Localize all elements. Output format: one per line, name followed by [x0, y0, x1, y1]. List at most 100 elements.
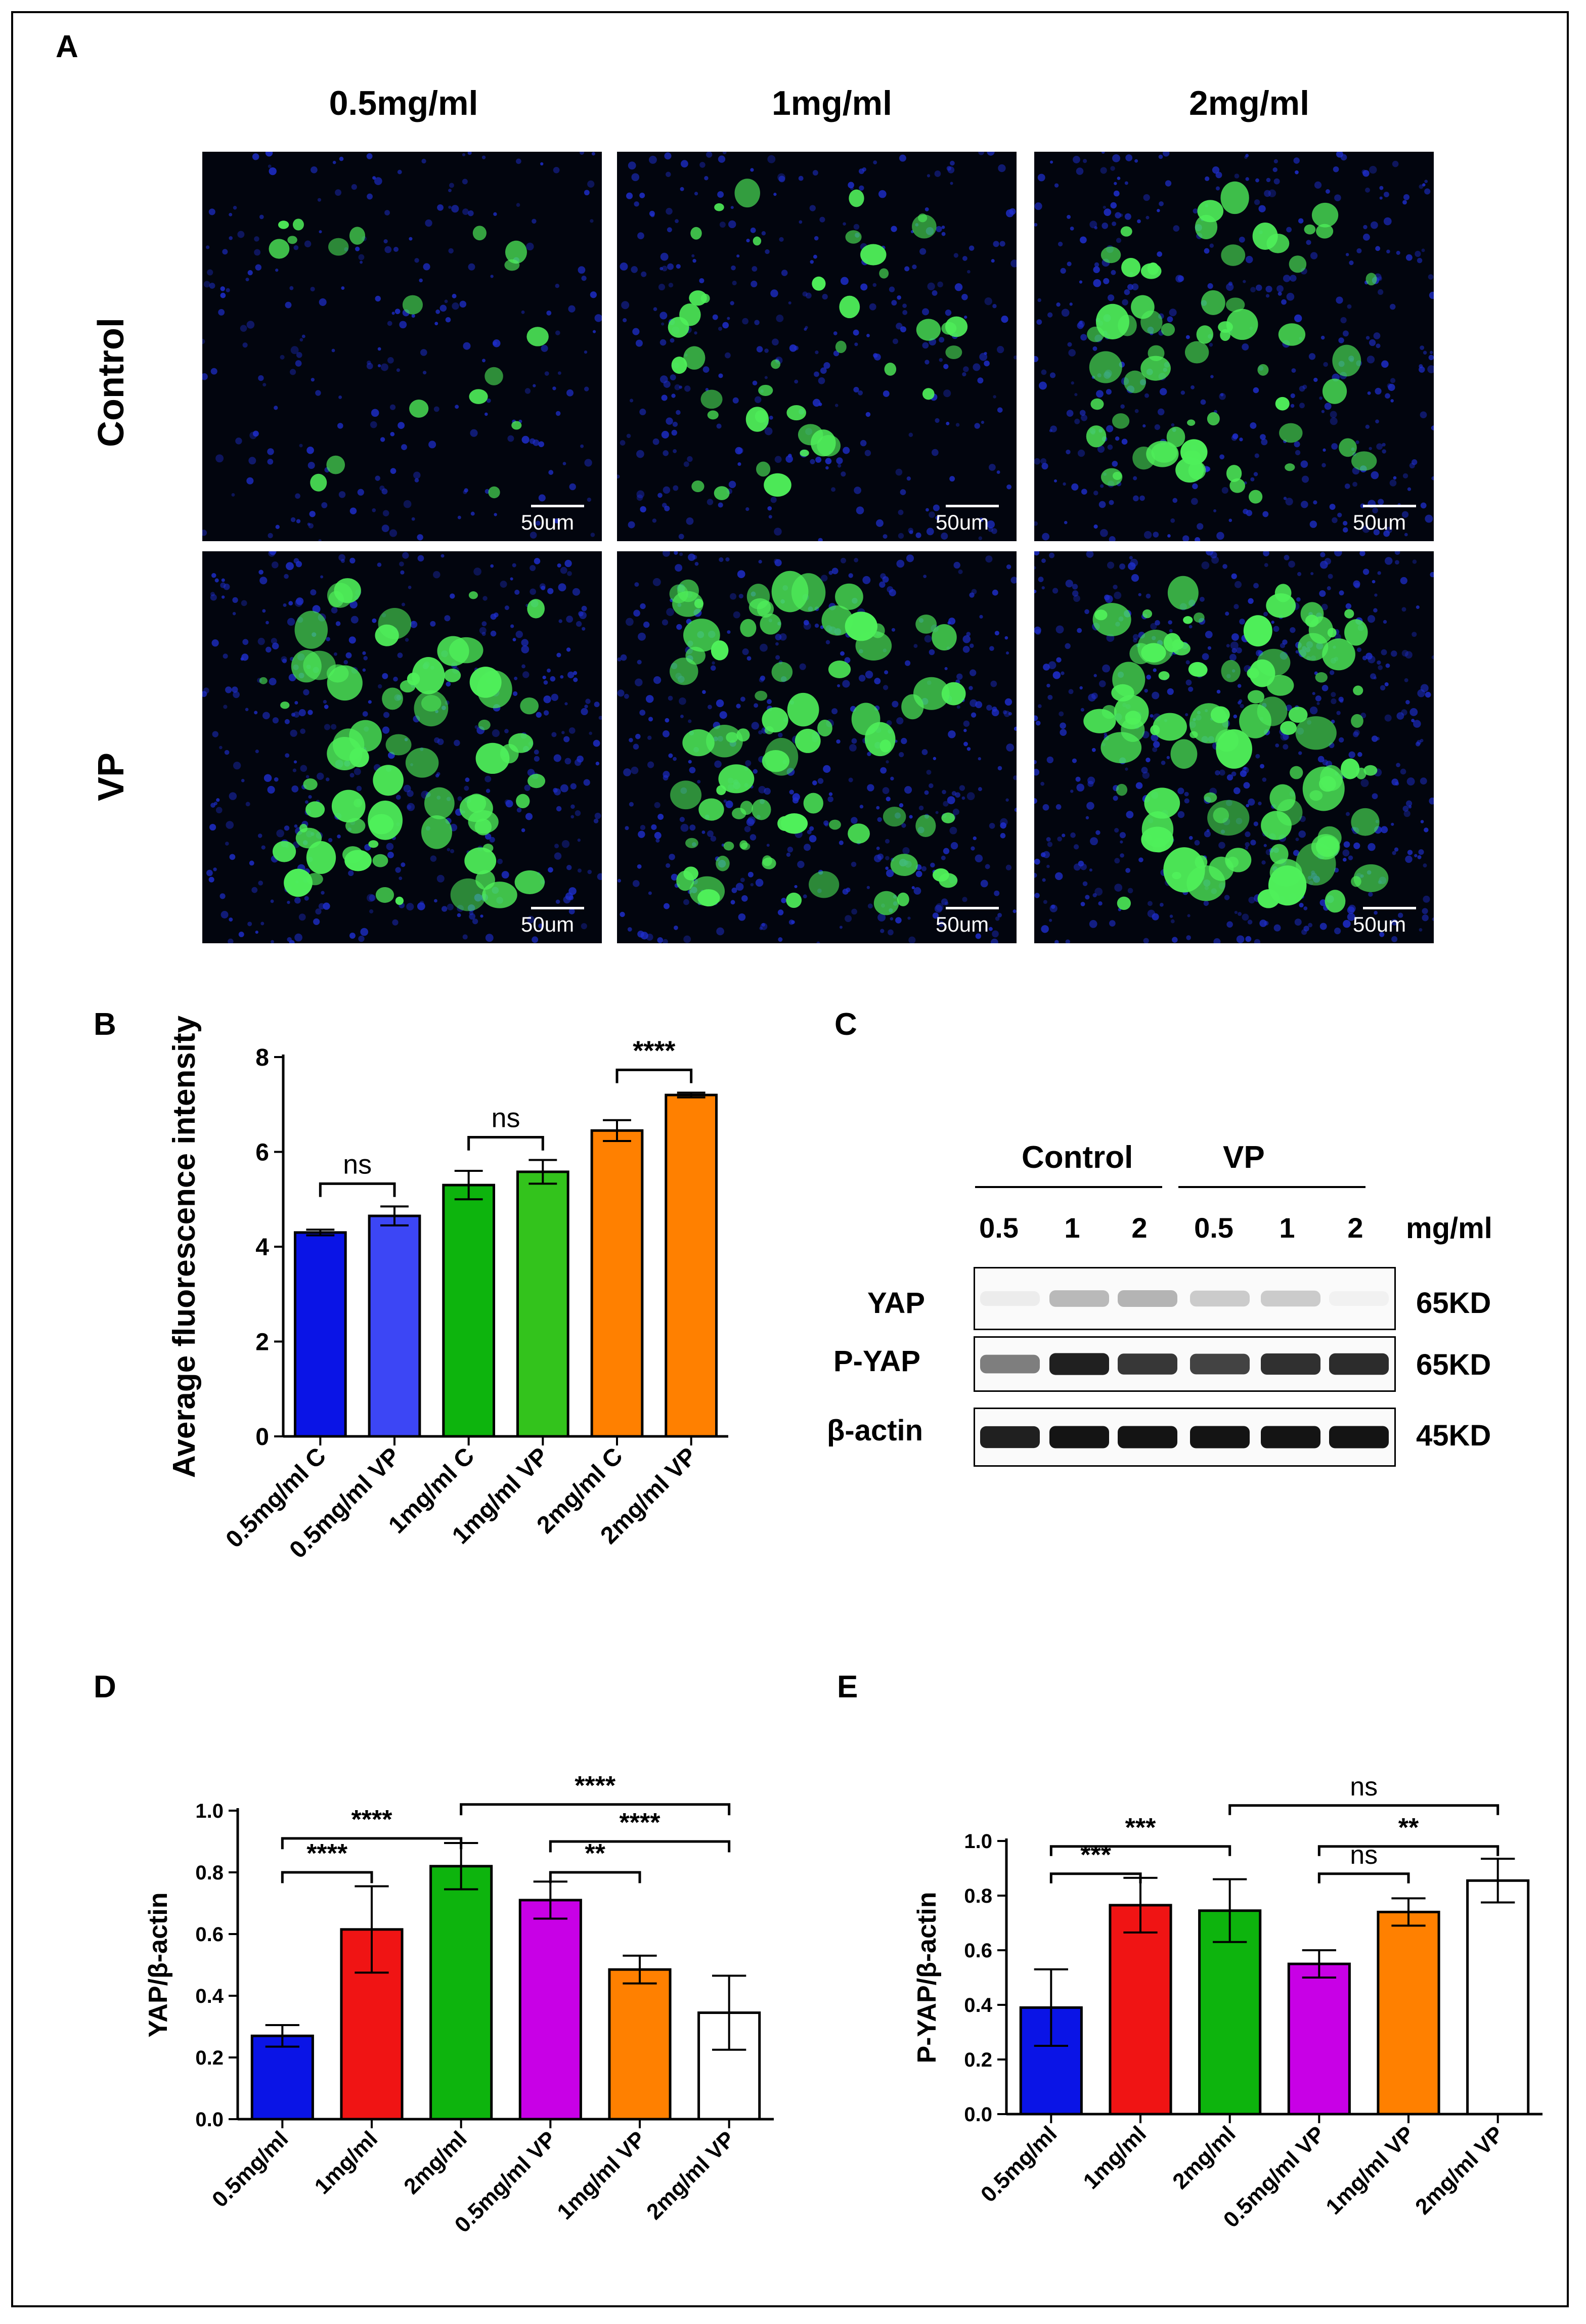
significance-label: ns [1350, 1840, 1378, 1870]
wb-band [1118, 1353, 1177, 1375]
bar [1377, 1910, 1440, 2116]
bar [368, 1214, 421, 1438]
column-title-2: 2mg/ml [1188, 84, 1310, 122]
x-tick-label: 0.5mg/ml [976, 2121, 1062, 2207]
wb-blot-pyap [974, 1336, 1396, 1392]
x-tick-label: 2mg/ml [399, 2126, 472, 2199]
scale-bar [531, 907, 584, 909]
wb-band [1049, 1290, 1109, 1307]
wb-control-underline [975, 1186, 1162, 1188]
x-tick-label: 2mg/ml VP [1411, 2121, 1509, 2219]
wb-unit-label: mg/ml [1406, 1212, 1492, 1245]
scale-bar-label: 50um [521, 510, 575, 534]
significance-label: *** [1080, 1840, 1111, 1870]
significance-label: **** [306, 1839, 348, 1868]
x-tick-label: 0.5mg/ml [207, 2126, 293, 2212]
scale-bar [946, 505, 999, 507]
bar [608, 1968, 672, 2121]
figure-frame [11, 11, 1569, 2307]
scale-bar [1363, 505, 1416, 507]
wb-row-label-actin: β-actin [827, 1414, 923, 1447]
column-title-1: 1mg/ml [771, 84, 893, 122]
wb-lane-label: 0.5 [979, 1212, 1019, 1244]
scale-bar [531, 505, 584, 507]
wb-lane-label: 1 [1064, 1212, 1080, 1244]
significance-label: **** [351, 1805, 393, 1834]
bar [429, 1865, 493, 2121]
significance-bracket [1317, 1872, 1410, 1883]
y-tick-label: 0.4 [195, 1985, 224, 2007]
wb-group-vp: VP [1223, 1140, 1265, 1175]
micrograph-control-2mg/ml: 50um [1034, 152, 1434, 541]
bar [516, 1170, 569, 1438]
y-axis-label: Average fluorescence intensity [167, 1015, 202, 1478]
significance-label: **** [575, 1771, 616, 1801]
significance-bracket [615, 1068, 693, 1083]
significance-label: ns [1350, 1772, 1378, 1802]
scale-bar-label: 50um [521, 912, 575, 936]
y-tick-label: 0.6 [195, 1923, 224, 1946]
y-tick-label: 0.8 [195, 1862, 224, 1884]
bar [250, 2034, 314, 2121]
y-tick-label: 4 [255, 1234, 269, 1261]
wb-band [980, 1354, 1040, 1374]
column-title-0.5: 0.5mg/ml [329, 84, 478, 122]
row-title-control: Control [91, 318, 131, 447]
significance-label: ns [343, 1149, 372, 1179]
wb-band [1118, 1426, 1177, 1449]
wb-lane-label: 1 [1279, 1212, 1295, 1244]
wb-lane-label: 2 [1131, 1212, 1148, 1244]
wb-band [1049, 1353, 1109, 1375]
y-axis-label: P-YAP/β-actin [912, 1892, 942, 2063]
significance-bracket [460, 1803, 731, 1816]
wb-kd-actin: 45KD [1416, 1419, 1491, 1452]
y-axis-label: YAP/β-actin [144, 1892, 173, 2037]
significance-bracket [281, 1871, 373, 1883]
micrograph-vp-2mg/ml: 50um [1034, 551, 1434, 943]
scale-bar-label: 50um [936, 912, 989, 936]
significance-bracket [1049, 1845, 1231, 1856]
y-tick-label: 0.2 [195, 2047, 224, 2069]
wb-kd-yap: 65KD [1416, 1287, 1491, 1320]
wb-band [1261, 1290, 1320, 1307]
wb-group-control: Control [1022, 1140, 1133, 1175]
scale-bar-label: 50um [936, 510, 989, 534]
wb-lane-label: 0.5 [1194, 1212, 1233, 1244]
significance-bracket [1317, 1845, 1500, 1856]
y-tick-label: 0.8 [964, 1885, 992, 1907]
wb-band [980, 1426, 1040, 1449]
x-tick-label: 1mg/ml VP [1321, 2121, 1419, 2219]
significance-label: ** [1398, 1813, 1419, 1843]
wb-row-label-yap: YAP [867, 1287, 925, 1320]
panel-c-label: C [834, 1007, 857, 1042]
significance-bracket [1228, 1804, 1500, 1815]
wb-band [1049, 1426, 1109, 1449]
y-tick-label: 0.0 [195, 2109, 224, 2131]
y-tick-label: 0.6 [964, 1940, 992, 1962]
y-tick-label: 6 [255, 1139, 269, 1166]
panel-d-label: D [94, 1670, 116, 1704]
x-tick-label: 1mg/ml VP [552, 2126, 650, 2224]
wb-band [1190, 1426, 1250, 1449]
wb-kd-pyap: 65KD [1416, 1348, 1491, 1381]
wb-band [1190, 1290, 1250, 1307]
scale-bar [946, 907, 999, 909]
significance-bracket [281, 1837, 463, 1850]
x-tick-label: 1mg/ml [310, 2126, 382, 2199]
y-tick-label: 1.0 [964, 1830, 992, 1853]
y-tick-label: 2 [255, 1329, 269, 1355]
wb-blot-actin [974, 1408, 1396, 1467]
wb-band [1329, 1291, 1389, 1306]
panel-e-label: E [837, 1670, 858, 1704]
wb-band [1329, 1353, 1389, 1375]
wb-lane-label: 2 [1347, 1212, 1363, 1244]
bar [518, 1899, 582, 2121]
bar [293, 1231, 347, 1438]
x-tick-label: 1mg/ml [1078, 2121, 1151, 2194]
y-tick-label: 0.2 [964, 2049, 992, 2071]
bar [1109, 1904, 1172, 2116]
chart-b: Average fluorescence intensity 024680.5mg… [167, 1015, 728, 1564]
micrograph-vp-0.5mg/ml: 50um [202, 551, 602, 943]
row-title-vp: VP [91, 752, 131, 802]
significance-bracket [1049, 1872, 1142, 1883]
